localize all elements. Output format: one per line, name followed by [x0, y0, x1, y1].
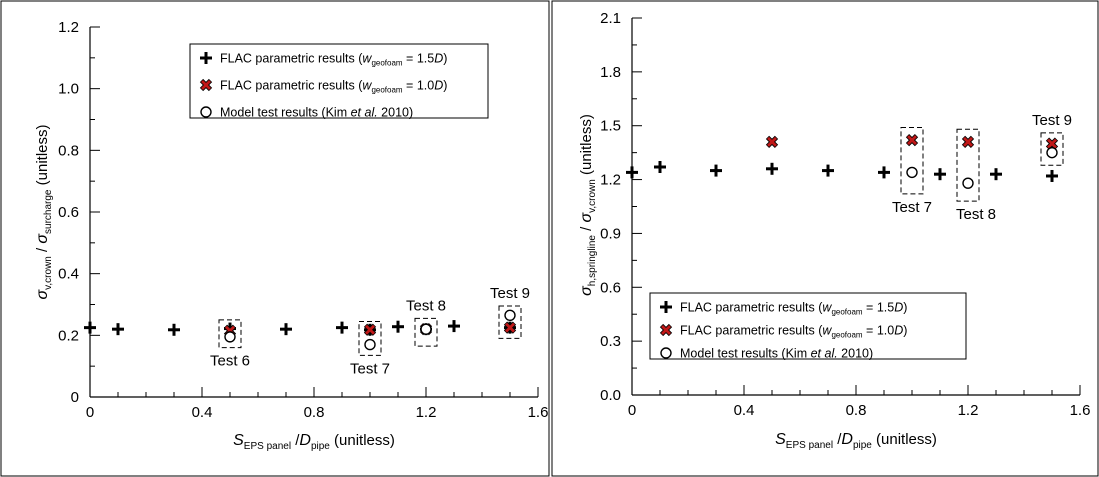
x-tick-label: 0.8 [846, 402, 867, 419]
plus-point [654, 161, 666, 174]
legend-cross-symbol [199, 78, 213, 92]
plus-point [934, 168, 946, 181]
y-tick-label: 0.8 [58, 142, 79, 159]
circle-point [420, 323, 432, 335]
plus-point [392, 320, 404, 333]
x-tick-label: 0.4 [734, 402, 755, 419]
circle-point [364, 338, 376, 351]
legend-entry-label: Model test results (Kim et al. 2010) [680, 347, 873, 361]
y-tick-label: 1.8 [600, 64, 621, 81]
x-tick-label: 0 [86, 404, 94, 421]
legend-entry-label: FLAC parametric results (wgeofoam = 1.5D… [680, 301, 907, 317]
circle-point [504, 309, 516, 321]
test-annotation-label: Test 7 [350, 360, 390, 377]
test-highlight-box [1040, 132, 1064, 166]
legend-box [649, 292, 967, 360]
x-tick-label: 1.2 [416, 404, 437, 421]
y-tick-label: 0.4 [58, 266, 79, 283]
left-chart-panel: 0 0.2 0.4 0.6 0.8 1.0 1.2 0 0.4 0.8 1.2 1.6 SEPS pan… [0, 0, 550, 477]
x-tick-label: 1.2 [958, 402, 979, 419]
x-tick-label: 0.4 [192, 404, 213, 421]
legend-entry-label: FLAC parametric results (wgeofoam = 1.0D… [680, 324, 907, 340]
legend-plus-symbol [200, 52, 212, 64]
y-tick-label: 0.3 [600, 333, 621, 350]
legend-entry-label: Model test results (Kim et al. 2010) [220, 106, 413, 120]
panel-frame [0, 0, 550, 477]
plus-point [336, 321, 348, 334]
legend-entry-label: FLAC parametric results (wgeofoam = 1.5D… [220, 52, 447, 68]
y-tick-label: 1.0 [58, 81, 79, 98]
plus-point [710, 164, 722, 177]
x-tick-label: 1.6 [528, 404, 549, 421]
plus-point [626, 166, 638, 179]
test-annotation-label: Test 9 [490, 285, 530, 302]
plus-point [1046, 169, 1058, 182]
plus-point [766, 162, 778, 175]
y-tick-label: 2.1 [600, 10, 621, 27]
legend: FLAC parametric results (wgeofoam = 1.5D… [649, 292, 967, 361]
test-highlight-box [358, 320, 382, 356]
legend-entry-label: FLAC parametric results (wgeofoam = 1.0D… [220, 79, 447, 95]
y-tick-label: 0.2 [58, 327, 79, 344]
cross-point [1045, 137, 1059, 150]
plus-point [280, 323, 292, 336]
y-tick-label: 1.2 [58, 19, 79, 36]
y-tick-label: 0.6 [58, 204, 79, 221]
plus-point [878, 166, 890, 179]
circle-point [962, 177, 974, 189]
plus-point [112, 323, 124, 336]
legend-cross-symbol [659, 323, 673, 337]
circle-point [906, 166, 918, 179]
right-chart-panel: 0.0 0.3 0.6 0.9 1.2 1.5 1.8 2.1 0 0.4 0.8 1.2 1.6 SEP… [551, 0, 1099, 477]
panel-frame [551, 0, 1099, 477]
cross-point [961, 135, 975, 148]
test-highlight-box [218, 319, 242, 349]
x-axis-label: SEPS panel /Dpipe (unitless) [233, 432, 395, 452]
y-axis-label: σh,springline / σv,crown (unitless) [578, 114, 598, 296]
plus-point [448, 320, 460, 333]
plus-point [168, 323, 180, 336]
y-tick-label: 1.5 [600, 118, 621, 135]
test-annotation-label: Test 8 [956, 206, 996, 223]
cross-point [363, 323, 377, 336]
y-axis-label: σv,crown / σsurcharge (unitless) [34, 124, 54, 299]
test-highlight-box [956, 128, 980, 202]
test-highlight-box [498, 305, 522, 339]
x-tick-label: 0 [628, 402, 636, 419]
test-annotation-label: Test 7 [892, 199, 932, 216]
plus-point [990, 168, 1002, 181]
test-highlight-box [900, 127, 924, 195]
x-axis-label: SEPS panel /Dpipe (unitless) [775, 431, 937, 451]
test-annotation-label: Test 6 [210, 353, 250, 370]
plus-point [822, 164, 834, 177]
y-tick-label: 0.6 [600, 279, 621, 296]
legend-circle-symbol [660, 347, 672, 359]
test-annotation-label: Test 8 [406, 297, 446, 314]
cross-point [503, 321, 517, 334]
cross-point [905, 133, 919, 147]
legend-plus-symbol [660, 301, 672, 313]
circle-point [224, 331, 236, 343]
test-highlight-box [414, 317, 438, 347]
y-tick-label: 0.9 [600, 225, 621, 242]
test-annotation-label: Test 9 [1032, 112, 1072, 129]
legend-box [189, 43, 489, 119]
x-tick-label: 1.6 [1070, 402, 1091, 419]
legend-circle-symbol [200, 106, 212, 118]
y-tick-label: 0.0 [600, 387, 621, 404]
circle-point [1046, 146, 1058, 159]
legend: FLAC parametric results (wgeofoam = 1.5D… [189, 43, 489, 120]
cross-point [765, 135, 779, 148]
x-tick-label: 0.8 [304, 404, 325, 421]
y-tick-label: 0 [71, 389, 79, 406]
y-tick-label: 1.2 [600, 172, 621, 189]
plus-point [84, 321, 96, 334]
